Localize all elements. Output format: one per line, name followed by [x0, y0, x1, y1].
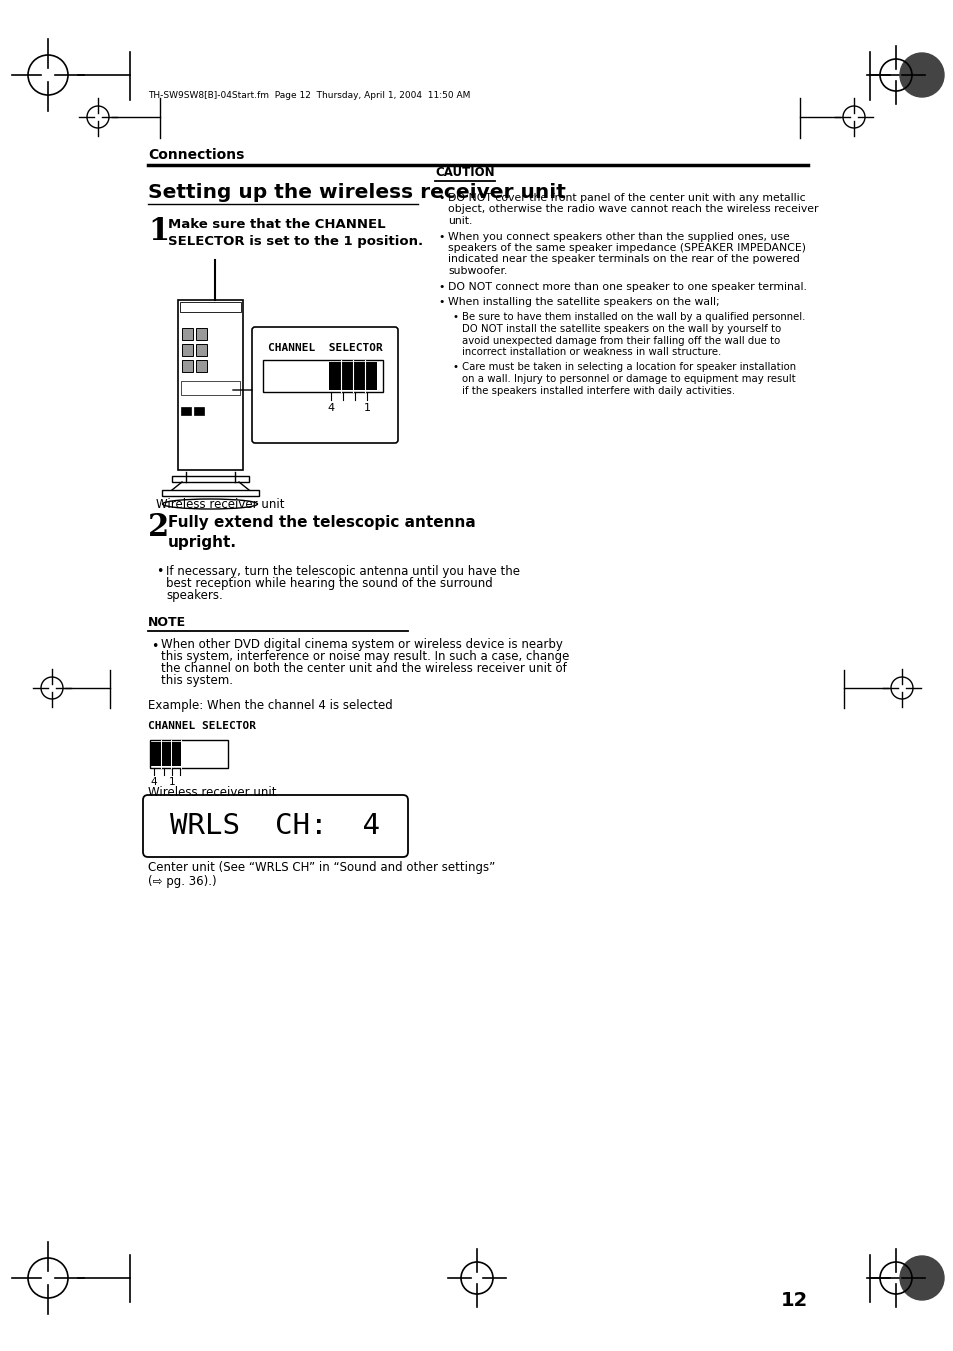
Circle shape [899, 1256, 943, 1300]
FancyBboxPatch shape [143, 794, 408, 857]
Text: Fully extend the telescopic antenna: Fully extend the telescopic antenna [168, 515, 476, 530]
Bar [329, 362, 376, 390]
Text: 4: 4 [328, 403, 335, 413]
Text: 4: 4 [151, 777, 157, 788]
Text: unit.: unit. [448, 216, 472, 226]
Text: avoid unexpected damage from their falling off the wall due to: avoid unexpected damage from their falli… [461, 335, 780, 346]
Circle shape [899, 53, 943, 97]
Text: DO NOT connect more than one speaker to one speaker terminal.: DO NOT connect more than one speaker to … [448, 281, 806, 292]
Bar [195, 345, 207, 357]
Bar [162, 490, 258, 496]
Bar [151, 742, 180, 766]
Bar [150, 740, 228, 767]
Text: •: • [437, 231, 444, 242]
Text: CHANNEL  SELECTOR: CHANNEL SELECTOR [268, 343, 382, 353]
Text: speakers.: speakers. [166, 589, 222, 603]
Bar [195, 359, 207, 372]
Text: If necessary, turn the telescopic antenna until you have the: If necessary, turn the telescopic antenn… [166, 565, 519, 578]
Bar [182, 328, 193, 340]
Text: best reception while hearing the sound of the surround: best reception while hearing the sound o… [166, 577, 493, 590]
Text: Center unit (See “WRLS CH” in “Sound and other settings”: Center unit (See “WRLS CH” in “Sound and… [148, 862, 495, 874]
Text: Example: When the channel 4 is selected: Example: When the channel 4 is selected [148, 700, 393, 712]
Text: •: • [437, 281, 444, 292]
Text: CAUTION: CAUTION [435, 166, 494, 180]
Bar [180, 303, 241, 312]
Bar [181, 407, 191, 415]
Text: DO NOT cover the front panel of the center unit with any metallic: DO NOT cover the front panel of the cent… [448, 193, 804, 203]
Text: WRLS  CH:  4: WRLS CH: 4 [171, 812, 380, 840]
Text: Wireless receiver unit: Wireless receiver unit [148, 785, 276, 798]
FancyBboxPatch shape [252, 327, 397, 443]
Text: subwoofer.: subwoofer. [448, 266, 507, 276]
Bar [182, 359, 193, 372]
Text: speakers of the same speaker impedance (SPEAKER IMPEDANCE): speakers of the same speaker impedance (… [448, 243, 805, 253]
Text: (⇨ pg. 36).): (⇨ pg. 36).) [148, 875, 216, 889]
Text: Make sure that the CHANNEL: Make sure that the CHANNEL [168, 219, 385, 231]
Text: 12: 12 [780, 1290, 807, 1309]
Text: 2: 2 [148, 512, 169, 543]
Text: CHANNEL SELECTOR: CHANNEL SELECTOR [148, 721, 255, 731]
Text: When other DVD digital cinema system or wireless device is nearby: When other DVD digital cinema system or … [161, 638, 562, 651]
Text: the channel on both the center unit and the wireless receiver unit of: the channel on both the center unit and … [161, 662, 566, 676]
Text: this system.: this system. [161, 674, 233, 688]
Bar [263, 359, 382, 392]
Text: object, otherwise the radio wave cannot reach the wireless receiver: object, otherwise the radio wave cannot … [448, 204, 818, 215]
Text: SELECTOR is set to the 1 position.: SELECTOR is set to the 1 position. [168, 235, 423, 249]
Bar [172, 476, 249, 482]
Text: •: • [151, 640, 158, 653]
Bar [178, 300, 243, 470]
Text: DO NOT install the satellite speakers on the wall by yourself to: DO NOT install the satellite speakers on… [461, 324, 781, 334]
Text: Wireless receiver unit: Wireless receiver unit [155, 499, 284, 512]
Text: When you connect speakers other than the supplied ones, use: When you connect speakers other than the… [448, 231, 789, 242]
Text: this system, interference or noise may result. In such a case, change: this system, interference or noise may r… [161, 650, 569, 663]
Text: on a wall. Injury to personnel or damage to equipment may result: on a wall. Injury to personnel or damage… [461, 374, 795, 384]
Text: 1: 1 [363, 403, 371, 413]
Text: •: • [453, 312, 458, 323]
Text: indicated near the speaker terminals on the rear of the powered: indicated near the speaker terminals on … [448, 254, 799, 265]
Text: Setting up the wireless receiver unit: Setting up the wireless receiver unit [148, 184, 565, 203]
Bar [182, 345, 193, 357]
Text: 1: 1 [148, 216, 169, 247]
Bar [181, 381, 240, 394]
Text: When installing the satellite speakers on the wall;: When installing the satellite speakers o… [448, 297, 719, 307]
Text: 1: 1 [169, 777, 175, 788]
Text: incorrect installation or weakness in wall structure.: incorrect installation or weakness in wa… [461, 347, 720, 357]
Text: Care must be taken in selecting a location for speaker installation: Care must be taken in selecting a locati… [461, 362, 796, 373]
Text: NOTE: NOTE [148, 616, 186, 628]
Bar [193, 407, 204, 415]
Ellipse shape [162, 499, 257, 509]
Bar [195, 328, 207, 340]
Text: TH-SW9SW8[B]-04Start.fm  Page 12  Thursday, April 1, 2004  11:50 AM: TH-SW9SW8[B]-04Start.fm Page 12 Thursday… [148, 91, 470, 100]
Text: upright.: upright. [168, 535, 236, 550]
Text: •: • [437, 297, 444, 307]
Text: Connections: Connections [148, 149, 244, 162]
Text: •: • [437, 193, 444, 203]
Text: •: • [453, 362, 458, 373]
Text: •: • [156, 565, 163, 578]
Text: if the speakers installed interfere with daily activities.: if the speakers installed interfere with… [461, 385, 735, 396]
Text: Be sure to have them installed on the wall by a qualified personnel.: Be sure to have them installed on the wa… [461, 312, 804, 323]
